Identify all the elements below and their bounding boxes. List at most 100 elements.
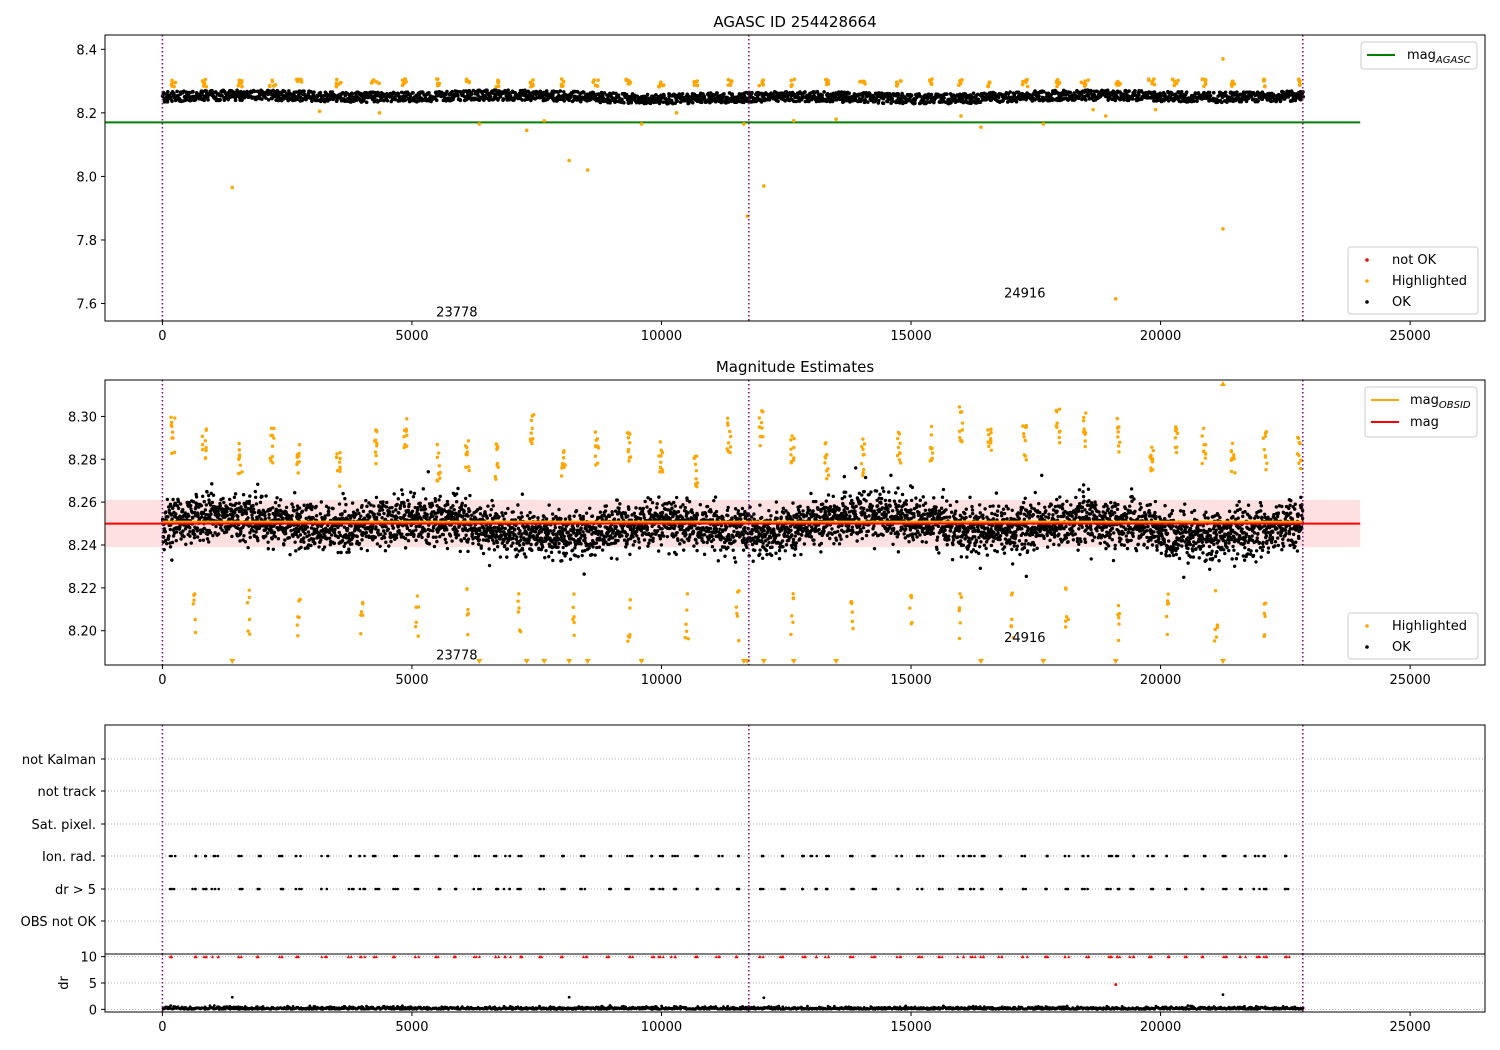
- ok-point: [467, 509, 472, 513]
- ok-point: [908, 93, 913, 98]
- ok-point: [913, 101, 917, 106]
- highlighted-point: [561, 79, 566, 84]
- ok-point: [457, 509, 461, 514]
- y-tick-label-1-3: 8.2: [76, 107, 97, 122]
- ok-point: [393, 97, 397, 102]
- ok-point: [647, 541, 651, 545]
- ok-point: [551, 558, 555, 563]
- ok-point: [398, 503, 403, 508]
- ok-point: [524, 555, 528, 559]
- highlighted-point: [862, 79, 866, 84]
- ok-point: [397, 528, 401, 533]
- ok-point: [355, 508, 360, 512]
- highlighted-point: [959, 114, 963, 118]
- ok-point: [395, 515, 399, 520]
- ok-point: [1192, 99, 1196, 103]
- highlighted-point: [987, 81, 992, 85]
- ok-point: [1068, 90, 1073, 95]
- ok-point: [403, 513, 407, 517]
- ok-point: [489, 507, 493, 512]
- ok-point: [569, 533, 573, 537]
- ok-point: [441, 532, 446, 537]
- ok-point: [214, 524, 218, 529]
- ok-point: [277, 504, 281, 508]
- ok-point: [461, 528, 465, 533]
- ok-point: [663, 96, 668, 101]
- ok-point: [289, 529, 293, 533]
- highlighted-point: [674, 111, 679, 115]
- ok-point: [675, 99, 679, 104]
- ok-point: [456, 486, 460, 491]
- ok-point: [868, 91, 872, 96]
- ok-point: [497, 515, 501, 519]
- ok-point: [634, 506, 638, 510]
- highlighted-point: [595, 84, 600, 88]
- ok-point: [385, 98, 390, 103]
- ok-point: [378, 544, 382, 549]
- ok-point: [551, 532, 556, 537]
- ok-point: [306, 546, 310, 550]
- ok-point: [357, 541, 362, 546]
- highlighted-point: [695, 79, 700, 83]
- ok-point: [396, 91, 401, 96]
- ok-point: [331, 506, 335, 511]
- ok-point: [181, 529, 185, 533]
- highlighted-point: [792, 77, 797, 82]
- highlighted-point: [377, 111, 382, 115]
- highlighted-point: [1082, 82, 1086, 86]
- ok-point: [204, 89, 209, 94]
- ok-point: [667, 94, 672, 99]
- ok-point: [275, 496, 279, 500]
- ok-point: [364, 498, 368, 503]
- ok-point: [188, 526, 192, 530]
- ok-point: [1223, 90, 1228, 95]
- ok-point: [318, 99, 323, 104]
- ok-point: [421, 487, 426, 491]
- highlighted-point: [659, 80, 663, 84]
- ok-point: [200, 494, 205, 499]
- ok-point: [579, 542, 583, 546]
- ok-point: [602, 91, 607, 95]
- ok-point: [365, 548, 370, 553]
- highlighted-point: [757, 83, 761, 88]
- ok-point: [1127, 89, 1131, 93]
- ok-point: [403, 98, 408, 102]
- ok-point: [295, 97, 300, 102]
- highlighted-point: [1057, 80, 1062, 85]
- ok-point: [252, 510, 257, 515]
- ok-point: [503, 511, 508, 516]
- ok-point: [302, 503, 306, 507]
- ok-point: [228, 497, 232, 502]
- ok-point: [394, 536, 399, 540]
- ok-point: [445, 546, 450, 551]
- ok-point: [251, 503, 255, 508]
- legend-label-highlighted: Highlighted: [1392, 274, 1467, 289]
- ok-point: [470, 529, 475, 533]
- ok-point: [591, 545, 595, 549]
- ok-point: [547, 503, 551, 507]
- ok-point: [281, 517, 285, 521]
- ok-point: [298, 533, 303, 537]
- ok-point: [252, 89, 257, 94]
- ok-point: [1008, 90, 1012, 94]
- ok-point: [358, 529, 362, 533]
- x-tick-label-1-1: 5000: [395, 329, 428, 344]
- ok-point: [503, 526, 507, 531]
- ok-point: [409, 490, 413, 494]
- ok-point: [192, 532, 197, 537]
- ok-point: [572, 531, 576, 535]
- ok-point: [199, 515, 204, 519]
- ok-point: [410, 509, 415, 513]
- ok-point: [784, 89, 789, 94]
- ok-point: [341, 491, 345, 496]
- highlighted-point: [728, 83, 733, 87]
- ok-point: [243, 540, 248, 544]
- ok-point: [250, 513, 254, 517]
- highlighted-point: [467, 80, 472, 85]
- ok-point: [501, 513, 505, 518]
- ok-point: [297, 506, 302, 510]
- y-tick-label-1-1: 7.8: [76, 234, 97, 249]
- ok-point: [372, 99, 377, 104]
- ok-point: [588, 506, 592, 510]
- ok-point: [455, 529, 459, 533]
